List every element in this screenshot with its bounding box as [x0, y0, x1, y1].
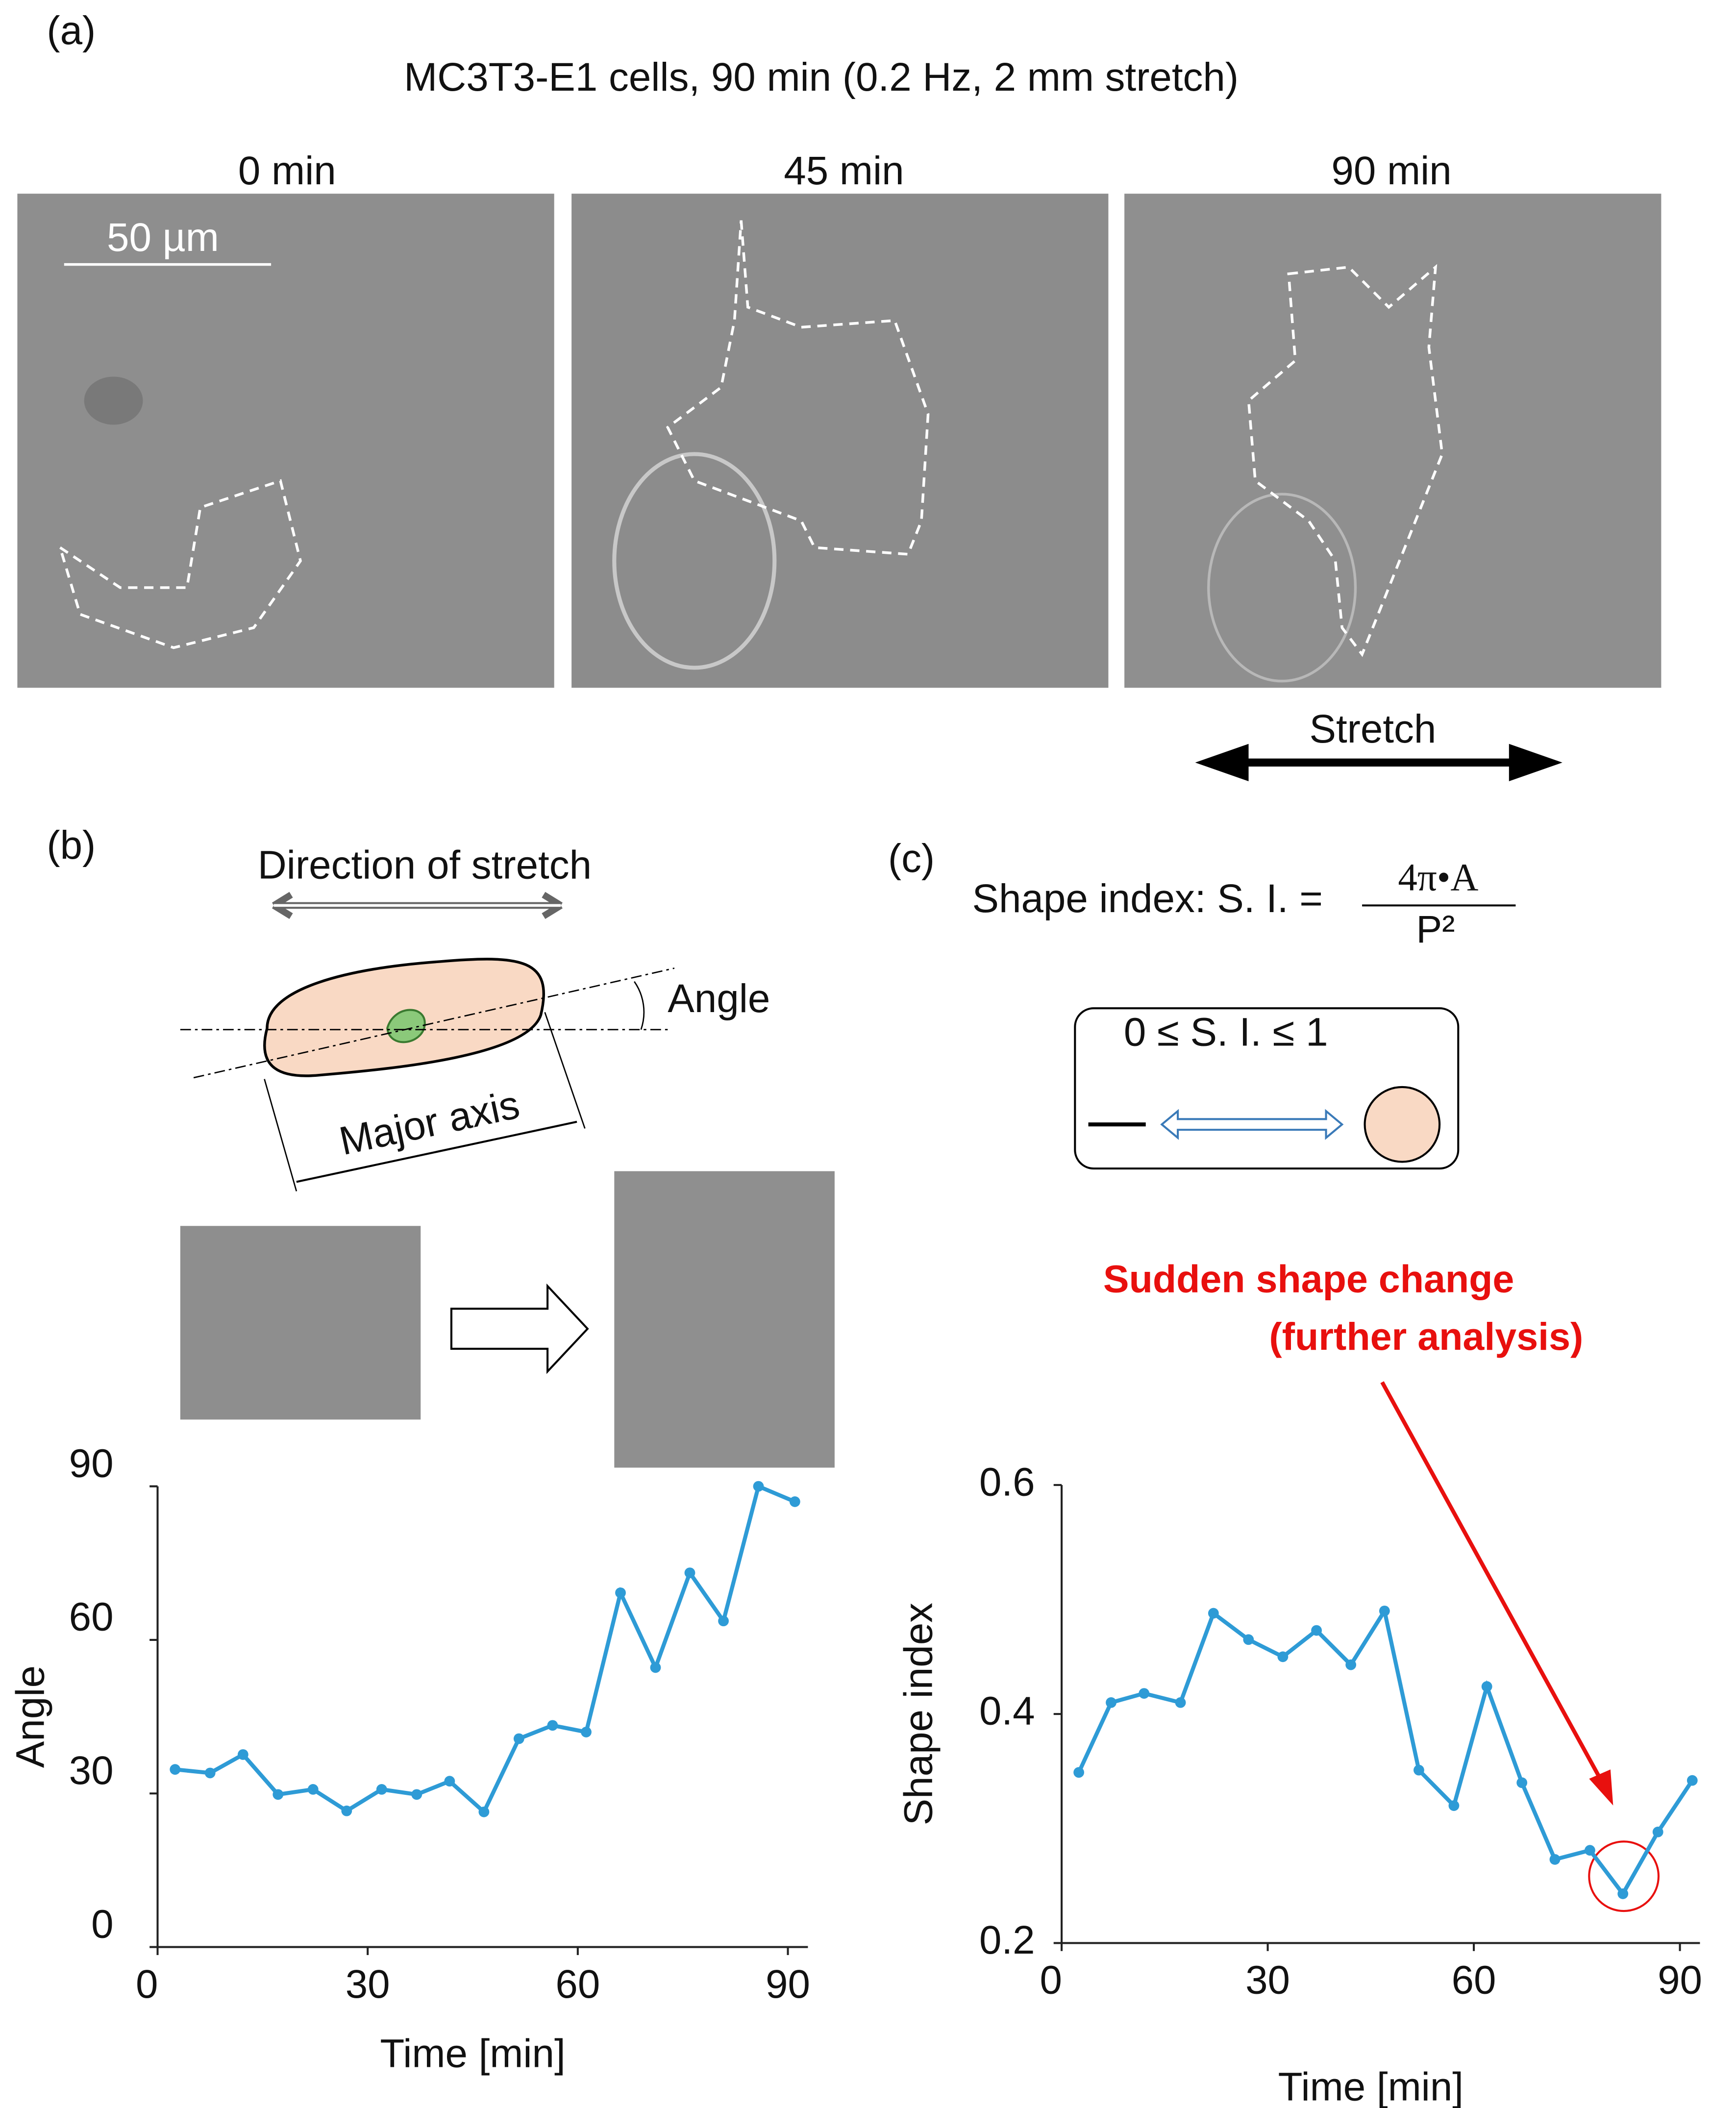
x-tick-label: 0 — [136, 1962, 158, 2007]
y-tick-label: 60 — [69, 1595, 114, 1639]
stretch-arrow — [1195, 744, 1562, 781]
data-point — [1106, 1697, 1116, 1708]
data-point — [1243, 1634, 1254, 1645]
x-tick-label: 0 — [1040, 1958, 1062, 2003]
data-point — [684, 1567, 695, 1579]
y-tick-label: 0 — [91, 1902, 113, 1946]
x-axis-label: Time [min] — [1278, 2065, 1463, 2108]
x-tick-label: 60 — [555, 1962, 600, 2007]
diagram-text: Major axis — [336, 1082, 523, 1164]
data-point — [513, 1733, 524, 1744]
data-point — [478, 1806, 490, 1817]
data-point — [1345, 1659, 1357, 1670]
frame-label: 0 min — [238, 149, 336, 193]
x-tick-label: 90 — [766, 1962, 810, 2007]
data-point — [650, 1662, 661, 1673]
data-point — [1379, 1605, 1390, 1616]
formula: Shape index: S. I. = — [972, 876, 1323, 921]
data-point — [718, 1615, 729, 1627]
data-point — [1175, 1697, 1186, 1708]
data-line — [174, 1483, 796, 1815]
data-point — [307, 1784, 319, 1795]
frame-label: 45 min — [784, 149, 904, 193]
data-point — [1585, 1845, 1595, 1856]
data-point — [204, 1767, 216, 1779]
y-axis-label: Shape index — [896, 1603, 941, 1825]
data-point — [444, 1776, 455, 1787]
data-point — [615, 1587, 626, 1598]
data-point — [341, 1805, 352, 1816]
data-point — [376, 1784, 387, 1795]
x-tick-label: 90 — [1658, 1958, 1702, 2003]
data-point — [1652, 1826, 1663, 1837]
data-point — [1448, 1800, 1460, 1811]
arrow-label: Stretch — [1309, 707, 1436, 751]
cell-diagram — [180, 892, 835, 1468]
diagram-text: Angle — [668, 976, 770, 1021]
data-point — [547, 1720, 558, 1731]
y-tick-label: 0.2 — [979, 1918, 1035, 1962]
micrographs — [17, 194, 1662, 688]
data-point — [237, 1749, 248, 1760]
annotation: Sudden shape change — [1103, 1257, 1514, 1301]
range-text: 0 ≤ S. I. ≤ 1 — [1124, 1010, 1328, 1054]
data-point — [1139, 1688, 1150, 1699]
data-point — [789, 1496, 800, 1507]
data-point — [1481, 1681, 1492, 1692]
data-point — [1516, 1777, 1528, 1788]
x-axis-label: Time [min] — [380, 2032, 565, 2076]
x-tick-label: 30 — [346, 1962, 390, 2007]
y-tick-label: 90 — [69, 1441, 114, 1486]
data-point — [1073, 1767, 1085, 1778]
data-point — [170, 1764, 181, 1775]
panel-label: (b) — [47, 823, 96, 868]
x-tick-label: 30 — [1245, 1958, 1290, 2003]
micrograph — [571, 194, 1109, 688]
data-point — [1617, 1888, 1629, 1899]
data-point — [1277, 1651, 1289, 1662]
y-tick-label: 0.4 — [979, 1689, 1035, 1734]
data-point — [1311, 1625, 1322, 1636]
y-axis-label: Angle — [8, 1665, 53, 1768]
formula: 4π•A — [1398, 856, 1478, 899]
data-point — [753, 1481, 764, 1492]
micrograph — [1124, 194, 1662, 688]
scale-bar-label: 50 µm — [107, 215, 219, 260]
y-tick-label: 30 — [69, 1748, 114, 1793]
data-point — [1414, 1764, 1424, 1776]
panel-label: (c) — [888, 836, 935, 881]
panel-title: MC3T3-E1 cells, 90 min (0.2 Hz, 2 mm str… — [404, 55, 1239, 99]
panel-label: (a) — [47, 8, 96, 53]
micrograph — [17, 194, 554, 688]
frame-label: 90 min — [1331, 149, 1451, 193]
data-point — [581, 1727, 592, 1737]
x-tick-label: 60 — [1452, 1958, 1496, 2003]
annotation: (further analysis) — [1269, 1314, 1583, 1358]
data-point — [1549, 1854, 1561, 1865]
data-point — [411, 1789, 422, 1800]
diagram-text: Direction of stretch — [258, 843, 592, 888]
data-point — [273, 1789, 284, 1800]
data-point — [1208, 1608, 1219, 1619]
formula: P² — [1416, 907, 1455, 951]
data-point — [1686, 1775, 1698, 1786]
y-tick-label: 0.6 — [979, 1460, 1035, 1504]
range-box — [1074, 1007, 1460, 1170]
annotation-marks — [1380, 1381, 1660, 1912]
